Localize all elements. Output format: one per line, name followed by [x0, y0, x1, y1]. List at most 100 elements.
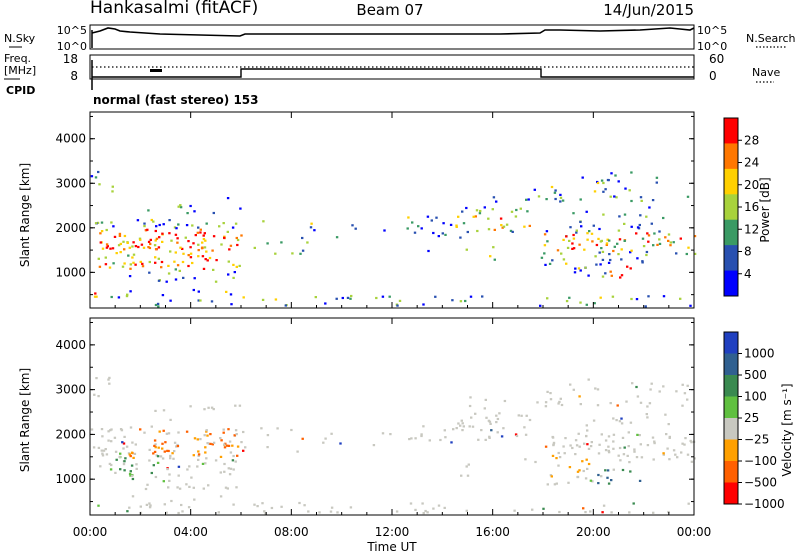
- range-cell: [601, 511, 604, 514]
- range-cell: [664, 413, 667, 416]
- range-cell: [199, 299, 202, 302]
- range-cell: [658, 242, 662, 245]
- range-cell: [492, 196, 496, 199]
- range-cell: [584, 266, 587, 269]
- range-cell: [636, 395, 640, 398]
- range-cell: [426, 511, 429, 514]
- range-cell: [227, 428, 230, 431]
- range-cell: [639, 443, 642, 446]
- range-cell: [575, 444, 579, 447]
- range-cell: [646, 405, 649, 408]
- range-cell: [652, 244, 655, 247]
- range-cell: [119, 468, 122, 471]
- range-cell: [222, 222, 225, 225]
- range-cell: [231, 226, 235, 229]
- range-cell: [274, 252, 277, 255]
- range-cell: [542, 507, 545, 510]
- range-cell: [604, 439, 608, 442]
- range-cell: [157, 257, 160, 260]
- range-cell: [656, 243, 659, 246]
- range-cell: [610, 479, 613, 482]
- range-cell: [140, 243, 144, 246]
- range-cell: [684, 437, 687, 440]
- range-cell: [623, 446, 626, 449]
- range-cell: [261, 502, 264, 505]
- range-cell: [565, 300, 569, 303]
- range-cell: [609, 258, 612, 262]
- range-cell: [592, 419, 596, 422]
- range-cell: [568, 239, 571, 242]
- range-cell: [101, 454, 105, 457]
- range-cell: [129, 290, 132, 293]
- range-cell: [537, 195, 541, 198]
- range-cell: [110, 221, 113, 224]
- range-cell: [177, 431, 180, 434]
- range-cell: [167, 449, 170, 453]
- range-cell: [601, 258, 605, 261]
- y-tick-label: 3000: [55, 176, 86, 190]
- range-cell: [148, 260, 151, 264]
- range-cell: [341, 296, 344, 300]
- range-cell: [154, 443, 157, 446]
- range-cell: [125, 295, 129, 298]
- colorbar-tick-label: 16: [744, 200, 759, 214]
- range-cell: [330, 432, 333, 435]
- range-cell: [197, 255, 200, 258]
- range-cell: [162, 480, 165, 483]
- range-cell: [586, 238, 589, 241]
- range-cell: [622, 453, 626, 456]
- range-cell: [97, 504, 100, 507]
- range-cell: [574, 453, 577, 456]
- range-cell: [658, 238, 661, 241]
- range-cell: [110, 428, 113, 431]
- range-cell: [585, 303, 588, 306]
- range-cell: [149, 504, 152, 507]
- range-cell: [578, 243, 581, 246]
- range-cell: [95, 295, 98, 298]
- range-cell: [468, 404, 472, 408]
- range-cell: [205, 250, 208, 253]
- range-cell: [178, 487, 182, 490]
- range-cell: [514, 433, 518, 436]
- range-cell: [587, 447, 591, 450]
- range-cell: [155, 225, 158, 228]
- range-cell: [669, 244, 672, 247]
- range-cell: [639, 196, 643, 199]
- range-cell: [595, 243, 599, 247]
- range-cell: [582, 507, 585, 510]
- range-cell: [552, 441, 556, 444]
- range-cell: [422, 425, 425, 428]
- colorbar-segment: [724, 194, 738, 221]
- range-cell: [420, 433, 423, 436]
- range-cell: [500, 435, 504, 438]
- range-cell: [554, 197, 557, 201]
- velocity-panel: 4000 3000 2000 1000 Slant Range [km] 1000 50…: [18, 317, 794, 516]
- range-cell: [653, 232, 656, 235]
- range-cell: [388, 295, 391, 298]
- range-cell: [119, 242, 122, 245]
- range-cell: [227, 260, 230, 263]
- range-cell: [584, 477, 588, 480]
- range-cell: [417, 225, 420, 228]
- range-cell: [586, 429, 589, 432]
- range-cell: [633, 450, 636, 453]
- date-label: 14/Jun/2015: [603, 1, 694, 19]
- range-cell: [176, 264, 180, 267]
- range-cell: [693, 252, 697, 255]
- range-cell: [134, 443, 137, 446]
- range-cell: [290, 428, 293, 432]
- range-cell: [158, 430, 161, 433]
- range-cell: [211, 443, 214, 446]
- colorbar-tick-label: 500: [744, 368, 767, 382]
- range-cell: [414, 508, 417, 511]
- range-cell: [597, 237, 600, 240]
- range-cell: [106, 245, 109, 248]
- range-cell: [145, 503, 149, 506]
- range-cell: [615, 419, 618, 422]
- range-cell: [567, 481, 570, 484]
- range-cell: [233, 271, 236, 274]
- range-cell: [236, 445, 240, 448]
- range-cell: [148, 271, 151, 274]
- range-cell: [223, 462, 226, 466]
- range-cell: [432, 231, 435, 235]
